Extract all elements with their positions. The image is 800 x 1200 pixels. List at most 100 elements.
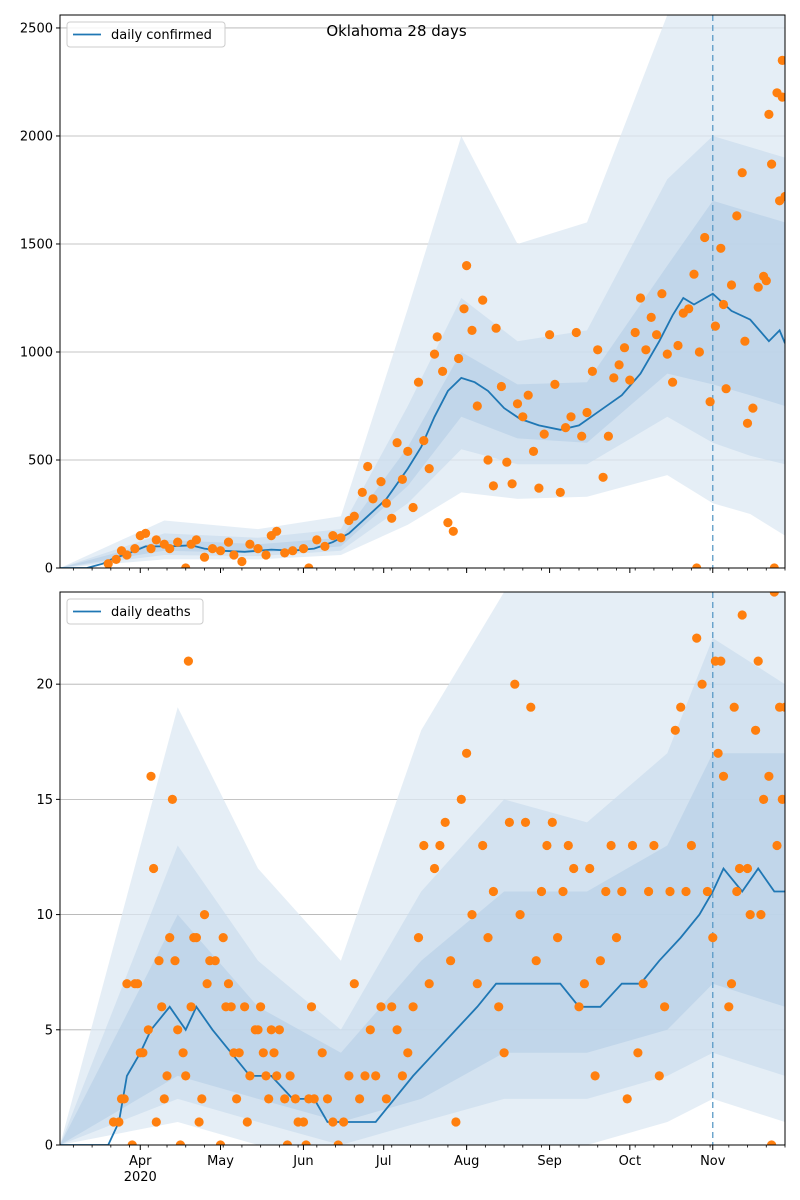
data-point: [737, 168, 747, 178]
data-point: [652, 330, 662, 340]
data-point: [322, 1094, 333, 1104]
data-point: [726, 280, 737, 290]
x-tick-label: Sep: [537, 1154, 562, 1169]
data-point: [561, 423, 571, 433]
data-point: [360, 1071, 370, 1081]
data-point: [173, 1025, 183, 1035]
data-point: [635, 293, 646, 303]
data-point: [534, 483, 544, 493]
data-point: [684, 304, 694, 314]
data-point: [272, 1071, 282, 1081]
data-point: [462, 748, 472, 758]
data-point: [298, 544, 309, 554]
data-point: [197, 1094, 207, 1104]
data-point: [202, 979, 212, 989]
data-point: [708, 933, 718, 943]
data-point: [178, 1048, 188, 1058]
data-point: [528, 446, 539, 456]
data-point: [301, 1140, 311, 1145]
x-tick-label: Jun: [292, 1154, 313, 1169]
data-point: [646, 312, 656, 322]
data-point: [344, 1071, 354, 1081]
data-point: [742, 863, 753, 874]
data-point: [122, 979, 132, 989]
y-tick-label: 0: [45, 562, 53, 577]
data-point: [536, 886, 547, 897]
data-point: [745, 910, 755, 920]
data-point: [676, 702, 686, 712]
data-point: [705, 397, 715, 407]
data-point: [440, 817, 450, 828]
legend-label: daily deaths: [111, 605, 191, 620]
data-point: [780, 191, 785, 202]
legend-box: [66, 21, 226, 48]
x-tick-label: Nov: [700, 1154, 726, 1169]
data-point: [207, 544, 218, 554]
data-point: [392, 1025, 402, 1035]
data-point: [654, 1071, 664, 1081]
data-point: [443, 518, 453, 528]
data-point: [751, 725, 761, 735]
data-point: [772, 840, 782, 851]
data-point: [199, 910, 210, 920]
data-point: [438, 366, 448, 376]
data-point: [769, 592, 779, 597]
data-point: [127, 1140, 137, 1145]
data-point: [381, 1094, 391, 1104]
data-point: [130, 544, 140, 554]
data-point: [472, 401, 482, 411]
data-point: [320, 541, 330, 552]
x-tick-label: Aug: [454, 1154, 479, 1169]
data-point: [215, 1140, 226, 1145]
y-tick-label: 0: [45, 1139, 53, 1154]
data-point: [574, 1002, 584, 1012]
data-point: [408, 502, 418, 513]
data-point: [181, 1071, 191, 1081]
data-point: [154, 956, 164, 966]
data-point: [328, 531, 338, 541]
data-point: [419, 436, 429, 446]
data-point: [753, 656, 763, 666]
data-point: [777, 794, 785, 804]
chart-title: Oklahoma 28 days: [326, 22, 467, 40]
data-point: [670, 725, 680, 735]
data-point: [223, 979, 234, 989]
data-point: [478, 295, 488, 305]
data-point: [218, 933, 228, 943]
data-point: [660, 1002, 670, 1012]
data-point: [165, 933, 175, 943]
y-tick-label: 1000: [20, 345, 53, 360]
data-point: [234, 1048, 244, 1058]
data-point: [280, 548, 290, 558]
data-point: [317, 1048, 327, 1058]
data-point: [582, 407, 592, 418]
data-point: [424, 979, 434, 989]
data-point: [435, 840, 445, 851]
data-point: [253, 1025, 263, 1035]
data-point: [240, 1002, 250, 1012]
data-point: [103, 559, 113, 568]
data-point: [191, 933, 201, 943]
data-point: [290, 1094, 300, 1104]
data-point: [371, 1071, 381, 1081]
data-point: [491, 323, 501, 333]
data-point: [555, 487, 565, 497]
x-tick-label: May: [207, 1154, 234, 1169]
data-point: [365, 1025, 375, 1035]
data-point: [215, 546, 226, 556]
data-point: [119, 1094, 129, 1104]
data-point: [563, 840, 573, 851]
data-point: [732, 211, 742, 221]
data-point: [488, 886, 498, 897]
data-point: [397, 474, 407, 484]
data-point: [539, 429, 549, 439]
data-point: [312, 535, 322, 545]
data-point: [507, 479, 517, 489]
data-point: [467, 325, 477, 335]
data-point: [759, 794, 769, 805]
data-point: [229, 550, 239, 560]
data-point: [261, 1071, 271, 1081]
data-point: [606, 840, 616, 851]
data-point: [376, 1002, 386, 1012]
